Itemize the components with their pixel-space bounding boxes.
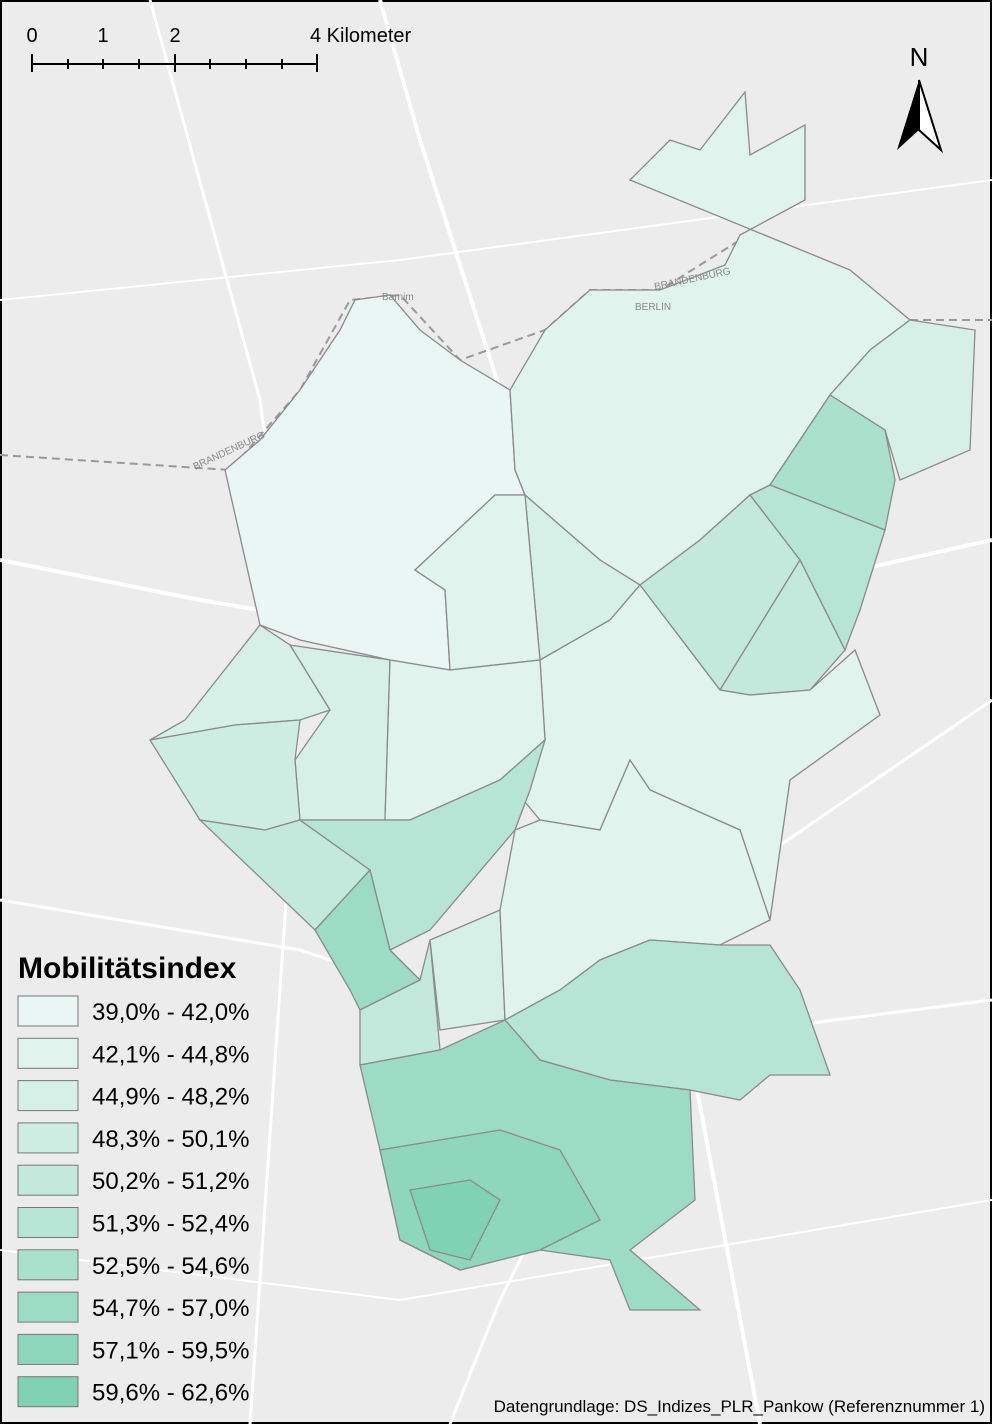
legend-label: 57,1% - 59,5% xyxy=(92,1337,249,1364)
legend-label: 52,5% - 54,6% xyxy=(92,1253,249,1280)
legend-label: 44,9% - 48,2% xyxy=(92,1084,249,1111)
district xyxy=(769,394,896,531)
north-arrow: N xyxy=(897,42,944,154)
scale-bar: 0 1 2 4 Kilometer xyxy=(26,25,411,72)
source-note: Datengrundlage: DS_Indizes_PLR_Pankow (R… xyxy=(494,1397,985,1416)
scale-label: 0 xyxy=(26,25,37,47)
legend-label: 51,3% - 52,4% xyxy=(92,1211,249,1238)
district xyxy=(829,319,976,481)
legend-swatch xyxy=(17,1122,79,1154)
scale-label: 4 Kilometer xyxy=(310,25,411,47)
legend-label: 59,6% - 62,6% xyxy=(92,1380,249,1407)
legend-swatch xyxy=(17,1080,79,1112)
legend-swatch xyxy=(17,1207,79,1238)
basemap-label: Barnim xyxy=(382,292,414,303)
legend-swatch xyxy=(17,1333,79,1365)
scale-label: 2 xyxy=(169,25,180,47)
district xyxy=(359,939,441,1066)
basemap-label: BERLIN xyxy=(635,302,671,313)
legend-label: 48,3% - 50,1% xyxy=(92,1126,249,1153)
legend-label: 54,7% - 57,0% xyxy=(92,1295,249,1322)
legend-swatch xyxy=(17,1037,79,1069)
legend-title: Mobilitätsindex xyxy=(18,952,237,985)
legend: Mobilitätsindex 39,0% - 42,0% 42,1% - 44,… xyxy=(17,952,249,1408)
legend-label: 50,2% - 51,2% xyxy=(92,1168,249,1195)
north-label: N xyxy=(910,42,929,72)
district xyxy=(409,1179,501,1261)
scale-label: 1 xyxy=(97,25,108,47)
state-border xyxy=(0,239,992,472)
legend-swatch xyxy=(17,1164,79,1196)
district xyxy=(514,583,881,921)
legend-swatch xyxy=(17,1249,79,1281)
legend-label: 39,0% - 42,0% xyxy=(92,999,249,1026)
legend-swatch xyxy=(17,1291,79,1323)
legend-swatch xyxy=(17,1376,79,1408)
legend-swatch xyxy=(17,995,79,1027)
legend-label: 42,1% - 44,8% xyxy=(92,1041,249,1068)
districts xyxy=(148,90,976,1311)
